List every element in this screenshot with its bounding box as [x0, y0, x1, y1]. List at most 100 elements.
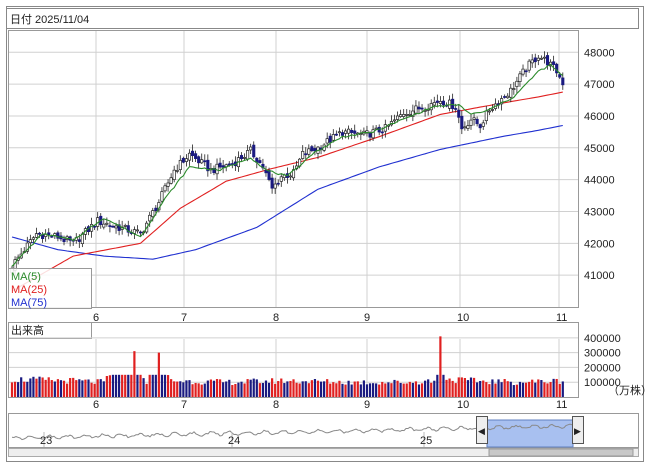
volume-bar-up [243, 383, 246, 397]
candle-up [530, 59, 534, 64]
candle-up [539, 57, 543, 60]
volume-bar-up [494, 383, 497, 397]
candle-down [313, 148, 317, 152]
volume-bar-up [47, 377, 50, 397]
volume-bar-down [20, 377, 23, 397]
volume-bar-up [96, 379, 99, 397]
candle-up [102, 223, 106, 228]
volume-x-tick-label: 7 [181, 399, 187, 411]
volume-bar-up [344, 384, 347, 397]
candle-down [545, 55, 550, 66]
price-x-tick-label: 11 [556, 312, 567, 324]
candle-up [487, 110, 491, 113]
candle-up [178, 159, 182, 171]
candle-up [405, 114, 409, 116]
candle-up [527, 60, 531, 71]
candle-up [359, 133, 363, 135]
candle-down [37, 232, 42, 235]
candle-up [402, 114, 406, 117]
volume-bar-up [381, 381, 384, 397]
candle-up [151, 210, 155, 217]
volume-bar-down [87, 379, 90, 397]
volume-bar-down [118, 374, 121, 397]
price-x-tick-label: 7 [181, 312, 187, 324]
candle-up [200, 159, 204, 164]
volume-bar-down [136, 374, 139, 397]
volume-bar-down [267, 382, 271, 397]
navigator-handle-right-arrow[interactable]: ▶ [574, 426, 581, 436]
navigator-scrollbar[interactable] [8, 448, 639, 457]
candle-up [160, 191, 164, 202]
volume-bar-up [130, 374, 133, 397]
candle-up [515, 80, 519, 88]
volume-bar-down [479, 380, 482, 397]
volume-bar-down [368, 383, 372, 397]
volume-bar-up [482, 380, 485, 397]
volume-bar-down [424, 380, 427, 397]
volume-bar-up [62, 380, 66, 397]
candle-down [203, 160, 207, 163]
ma25-line [11, 91, 563, 292]
volume-bar-up [298, 383, 301, 397]
navigator-handle-left[interactable] [476, 416, 488, 444]
price-y-tick-label: 43000 [584, 206, 615, 218]
legend-box [8, 268, 92, 309]
volume-bar-up [310, 380, 313, 397]
navigator-handle-right[interactable] [572, 416, 584, 444]
volume-bar-up [170, 379, 173, 397]
volume-bar-down [154, 374, 157, 397]
volume-bar-down [341, 383, 344, 397]
volume-bar-down [286, 381, 289, 397]
volume-bar-up [200, 384, 203, 397]
navigator-scrollbar-thumb[interactable] [488, 448, 634, 457]
candle-down [126, 225, 130, 233]
volume-bar-up [65, 383, 69, 397]
candle-down [194, 153, 198, 159]
volume-y-tick-label: 300000 [584, 348, 621, 360]
volume-bar-down [393, 379, 396, 397]
volume-bar-up [332, 382, 335, 397]
volume-bar-up [258, 383, 261, 397]
volume-bar-up [295, 382, 298, 397]
volume-bar-up [35, 378, 38, 397]
navigator-handle-left-arrow[interactable]: ◀ [478, 426, 485, 436]
volume-y-tick-label: 400000 [584, 333, 621, 345]
candle-down [218, 162, 222, 168]
volume-bar-down [240, 381, 243, 397]
price-y-tick-label: 41000 [584, 270, 615, 282]
candle-down [460, 115, 464, 130]
candle-up [163, 185, 167, 192]
candle-up [249, 146, 253, 151]
volume-x-tick-label: 9 [364, 399, 370, 411]
candle-up [481, 122, 485, 127]
volume-bar-down [59, 380, 63, 397]
volume-x-tick-label: 10 [457, 399, 469, 411]
volume-bar-up [326, 379, 329, 397]
legend-ma5: MA(5) [11, 271, 41, 283]
volume-bar-down [206, 380, 209, 397]
candle-up [509, 87, 513, 98]
volume-bar-down [442, 374, 445, 397]
candle-down [108, 225, 112, 227]
navigator-selected-range[interactable] [486, 419, 574, 448]
volume-bar-up [543, 382, 546, 397]
volume-bar-up [50, 380, 53, 397]
candle-down [334, 133, 338, 136]
candle-up [396, 115, 400, 120]
candle-up [337, 131, 341, 134]
volume-bar-up [148, 374, 151, 397]
volume-bar-down [512, 385, 515, 397]
volume-bar-down [53, 381, 56, 397]
candle-down [93, 225, 97, 228]
candle-up [301, 150, 305, 159]
candle-down [457, 109, 461, 118]
price-x-axis: 6 7 8 9 10 11 [93, 312, 567, 324]
candle-down [258, 160, 262, 164]
volume-bar-down [375, 383, 378, 397]
candle-up [148, 214, 152, 222]
candle-down [111, 225, 115, 228]
volume-bar-down [182, 382, 185, 397]
volume-bar-down [228, 379, 231, 397]
candle-up [169, 177, 173, 184]
candle-down [270, 177, 274, 189]
